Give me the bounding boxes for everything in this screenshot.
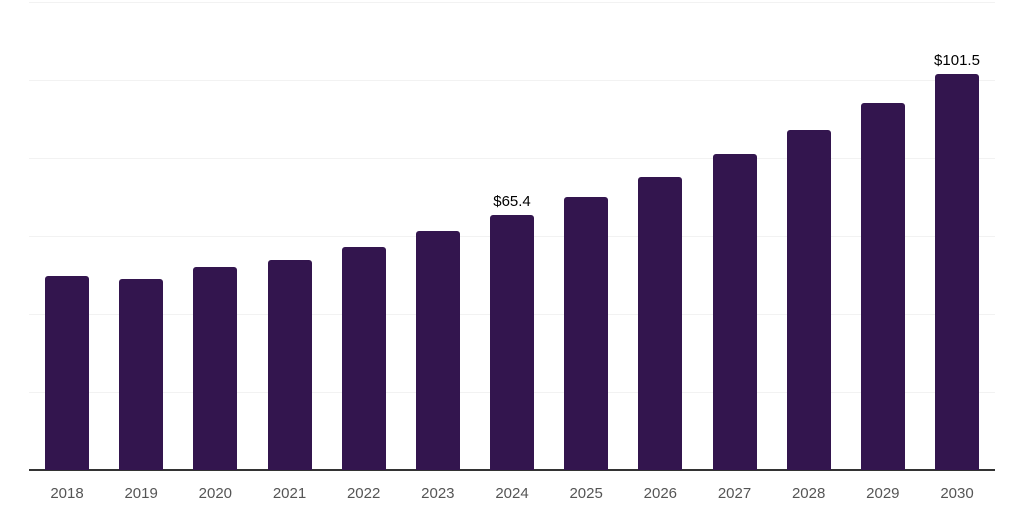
bar-2018 [45,276,89,470]
bar-2024: $65.4 [490,194,534,470]
bar-2023 [415,231,460,470]
plot-area: $65.4 $101.5 [29,2,995,471]
x-tick-label-2021: 2021 [272,485,307,502]
gridline-120 [29,2,995,3]
x-tick-label-2030: 2030 [940,485,974,502]
bar-value-label-2024: $65.4 [493,192,531,210]
x-tick-label-2027: 2027 [717,485,752,502]
x-tick-label-2024: 2024 [495,485,529,502]
bar-2026 [638,177,683,470]
bar-2025 [564,196,609,470]
bar-2021 [267,259,312,470]
x-tick-label-2023: 2023 [421,485,455,502]
bar-2020 [193,267,238,470]
bar-2027 [712,154,757,470]
bar-2030: $101.5 [934,53,980,470]
gridline-100 [29,80,995,81]
x-tick-label-2022: 2022 [346,485,381,502]
x-tick-label-2020: 2020 [198,485,233,502]
x-tick-label-2019: 2019 [124,485,158,502]
bar-2019 [119,278,164,470]
x-tick-label-2025: 2025 [569,485,603,502]
x-tick-label-2029: 2029 [866,485,900,502]
bar-value-label-2030: $101.5 [934,52,980,70]
bar-2028 [786,129,831,470]
x-tick-label-2018: 2018 [50,485,84,502]
gridline-80 [29,158,995,159]
x-tick-label-2026: 2026 [643,485,678,502]
bar-2029 [860,102,905,470]
x-axis-line [29,469,995,471]
bar-2022 [341,247,386,470]
x-tick-label-2028: 2028 [791,485,826,502]
